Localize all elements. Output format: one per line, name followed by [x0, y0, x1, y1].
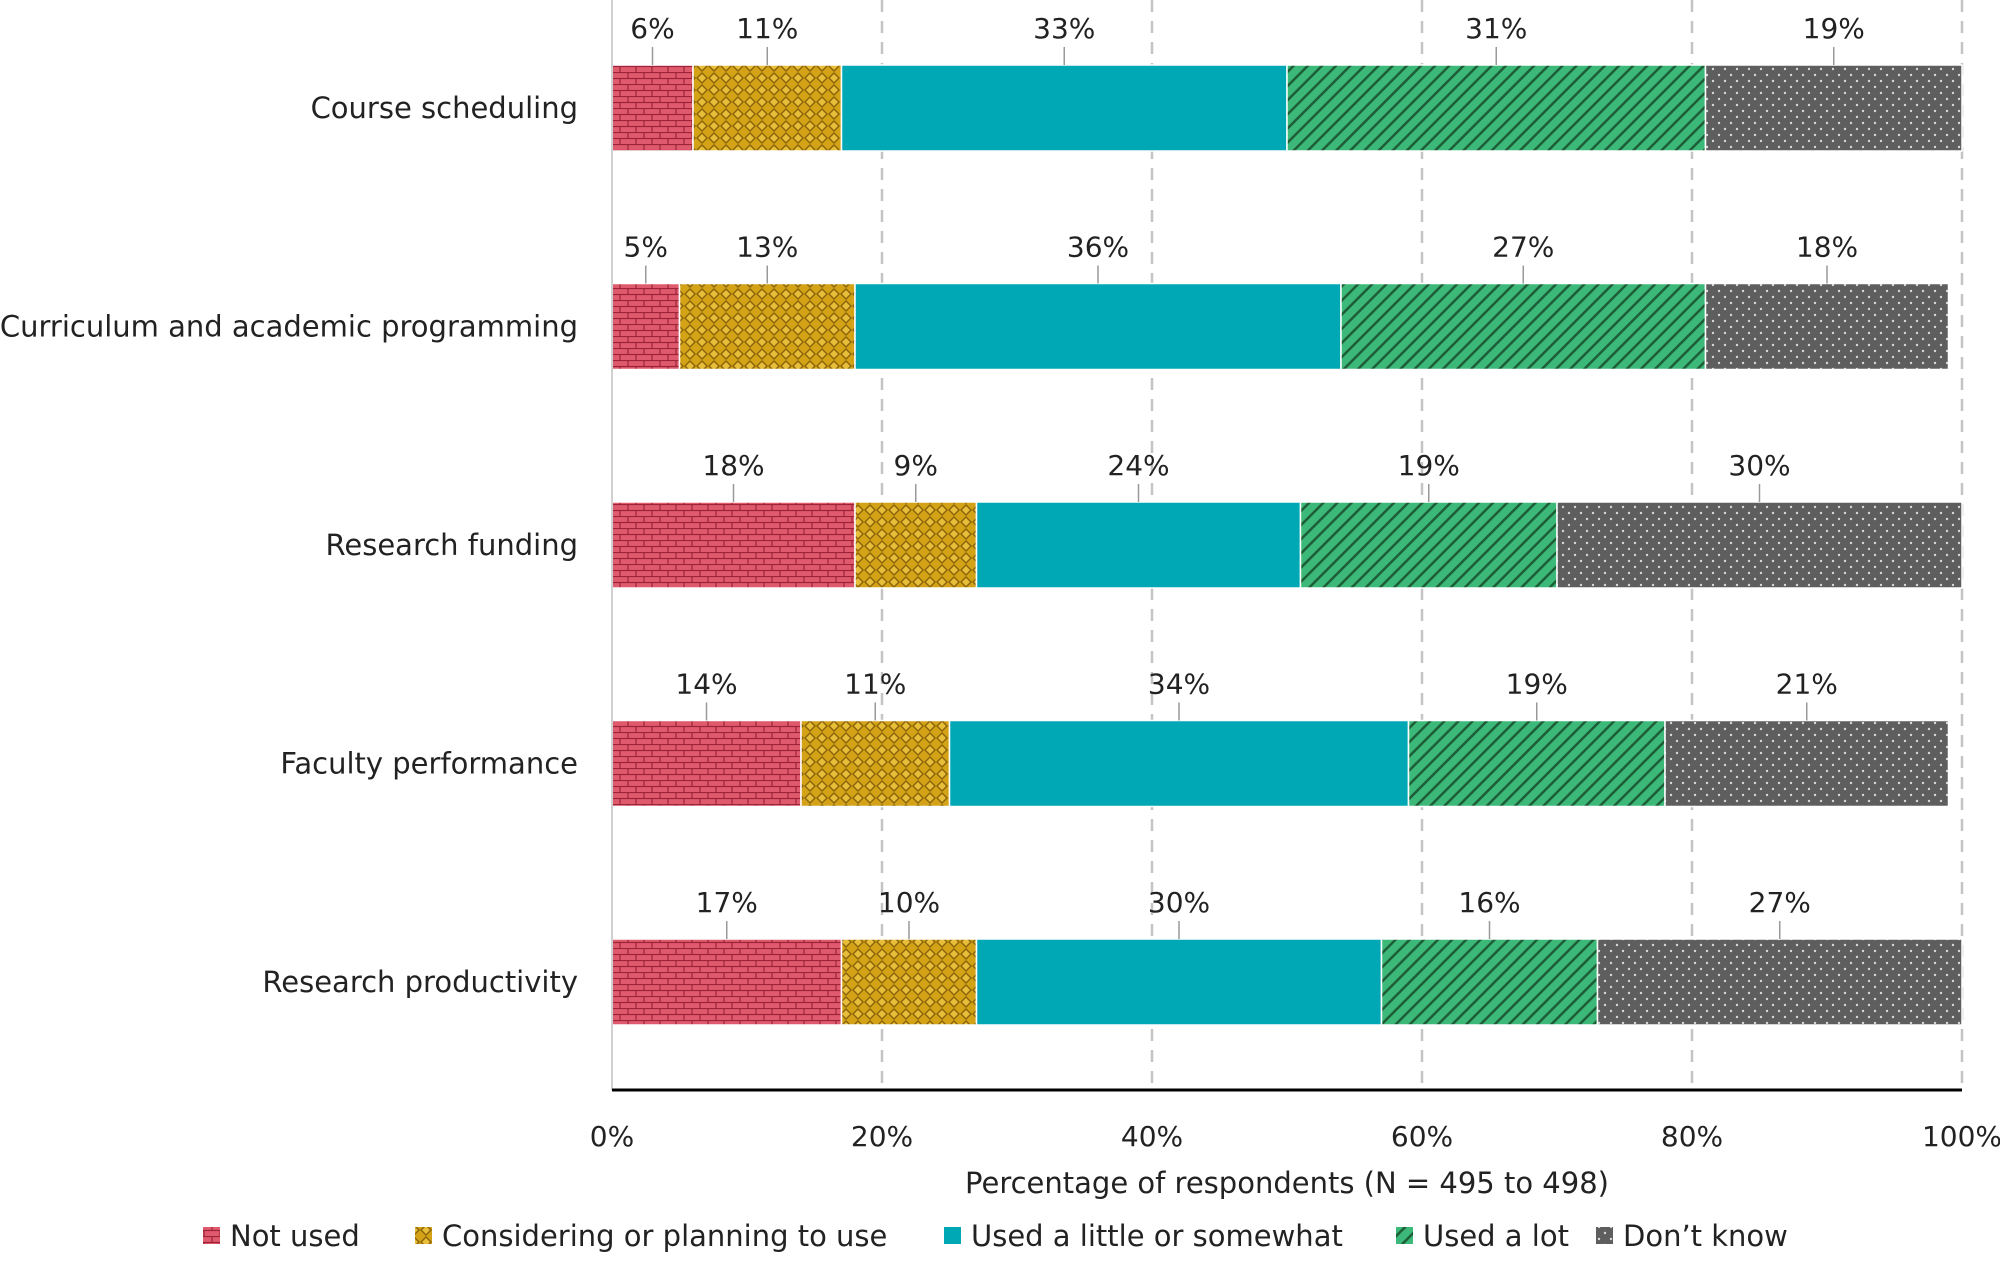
bar-used-a-little-or-somewhat-research-funding — [975, 501, 1302, 589]
legend-swatch-used-a-little-or-somewhat — [944, 1227, 961, 1244]
bar-considering-or-planning-to-use-faculty-performance — [800, 719, 951, 808]
data-label-used-a-lot-course-scheduling: 31% — [1465, 12, 1527, 45]
category-label-curriculum-and-academic-programming: Curriculum and academic programming — [0, 310, 578, 344]
data-label-not-used-course-scheduling: 6% — [630, 12, 674, 45]
data-label-considering-or-planning-to-use-research-funding: 9% — [894, 449, 938, 482]
data-label-don-t-know-course-scheduling: 19% — [1803, 12, 1865, 45]
data-label-considering-or-planning-to-use-research-productivity: 10% — [878, 886, 940, 919]
legend-swatch-don-t-know — [1596, 1227, 1613, 1244]
data-label-used-a-lot-curriculum-and-academic-programming: 27% — [1492, 231, 1554, 264]
legend-label-don-t-know: Don’t know — [1623, 1219, 1788, 1253]
bar-don-t-know-faculty-performance — [1664, 719, 1950, 808]
data-label-not-used-curriculum-and-academic-programming: 5% — [624, 231, 668, 264]
legend-swatch-not-used — [203, 1227, 220, 1244]
bar-used-a-little-or-somewhat-faculty-performance — [948, 719, 1410, 808]
data-label-used-a-little-or-somewhat-research-productivity: 30% — [1148, 886, 1210, 919]
bar-used-a-lot-research-productivity — [1380, 938, 1599, 1026]
data-label-don-t-know-research-productivity: 27% — [1749, 886, 1811, 919]
bar-used-a-lot-faculty-performance — [1407, 719, 1666, 808]
x-axis-title: Percentage of respondents (N = 495 to 49… — [965, 1166, 1609, 1200]
data-label-don-t-know-faculty-performance: 21% — [1776, 668, 1838, 701]
legend-label-used-a-lot: Used a lot — [1423, 1219, 1569, 1253]
bar-used-a-lot-course-scheduling — [1286, 64, 1707, 152]
x-tick-label-100: 100% — [1922, 1120, 2000, 1153]
legend-label-not-used: Not used — [230, 1219, 360, 1253]
bar-used-a-little-or-somewhat-course-scheduling — [840, 64, 1288, 152]
gridlines — [880, 0, 1964, 1090]
bar-used-a-lot-research-funding — [1299, 501, 1558, 589]
data-labels: 6% 11% 33% 31% 19% 5% 13% 36% 27% 18% 18% 9% 24% 19% 3… — [624, 12, 1865, 939]
bar-don-t-know-course-scheduling — [1704, 64, 1963, 152]
bar-used-a-little-or-somewhat-curriculum-and-academic-programming — [854, 282, 1342, 371]
bar-considering-or-planning-to-use-curriculum-and-academic-programming — [678, 282, 856, 371]
category-label-research-funding: Research funding — [326, 528, 578, 562]
category-label-faculty-performance: Faculty performance — [280, 747, 578, 781]
category-label-course-scheduling: Course scheduling — [311, 91, 578, 125]
legend-swatch-used-a-lot — [1396, 1227, 1413, 1244]
data-label-used-a-lot-research-funding: 19% — [1398, 449, 1460, 482]
bar-not-used-curriculum-and-academic-programming — [611, 282, 681, 371]
bar-used-a-lot-curriculum-and-academic-programming — [1340, 282, 1707, 371]
data-label-used-a-little-or-somewhat-research-funding: 24% — [1107, 449, 1169, 482]
bar-not-used-faculty-performance — [611, 719, 802, 808]
legend: Not used Considering or planning to use Us… — [203, 1219, 1788, 1253]
data-label-used-a-little-or-somewhat-course-scheduling: 33% — [1033, 12, 1095, 45]
category-label-research-productivity: Research productivity — [262, 965, 578, 999]
bar-considering-or-planning-to-use-research-funding — [854, 501, 978, 589]
bar-not-used-research-funding — [611, 501, 856, 589]
data-label-considering-or-planning-to-use-curriculum-and-academic-programming: 13% — [736, 231, 798, 264]
data-label-considering-or-planning-to-use-course-scheduling: 11% — [736, 12, 798, 45]
legend-swatch-considering-or-planning-to-use — [415, 1227, 432, 1244]
bar-not-used-course-scheduling — [611, 64, 694, 152]
bar-don-t-know-research-funding — [1556, 501, 1963, 589]
axes: 0% 20% 40% 60% 80% 100% Percentage of responde… — [0, 0, 2000, 1200]
data-label-used-a-little-or-somewhat-curriculum-and-academic-programming: 36% — [1067, 231, 1129, 264]
bar-considering-or-planning-to-use-course-scheduling — [692, 64, 843, 152]
bar-considering-or-planning-to-use-research-productivity — [840, 938, 978, 1026]
bar-used-a-little-or-somewhat-research-productivity — [975, 938, 1383, 1026]
data-label-not-used-research-productivity: 17% — [696, 886, 758, 919]
data-label-not-used-faculty-performance: 14% — [675, 668, 737, 701]
bar-don-t-know-research-productivity — [1596, 938, 1963, 1026]
data-label-don-t-know-curriculum-and-academic-programming: 18% — [1796, 231, 1858, 264]
data-label-used-a-lot-faculty-performance: 19% — [1506, 668, 1568, 701]
x-tick-label-40: 40% — [1121, 1120, 1183, 1153]
x-tick-label-60: 60% — [1391, 1120, 1453, 1153]
data-label-considering-or-planning-to-use-faculty-performance: 11% — [844, 668, 906, 701]
legend-label-used-a-little-or-somewhat: Used a little or somewhat — [971, 1219, 1343, 1253]
x-tick-label-20: 20% — [851, 1120, 913, 1153]
x-tick-label-0: 0% — [590, 1120, 634, 1153]
bar-not-used-research-productivity — [611, 938, 843, 1026]
data-label-used-a-little-or-somewhat-faculty-performance: 34% — [1148, 668, 1210, 701]
data-label-used-a-lot-research-productivity: 16% — [1458, 886, 1520, 919]
data-label-don-t-know-research-funding: 30% — [1728, 449, 1790, 482]
bars — [611, 64, 1963, 1026]
legend-label-considering-or-planning-to-use: Considering or planning to use — [442, 1219, 887, 1253]
bar-don-t-know-curriculum-and-academic-programming — [1704, 282, 1950, 371]
x-tick-label-80: 80% — [1661, 1120, 1723, 1153]
data-label-not-used-research-funding: 18% — [702, 449, 764, 482]
